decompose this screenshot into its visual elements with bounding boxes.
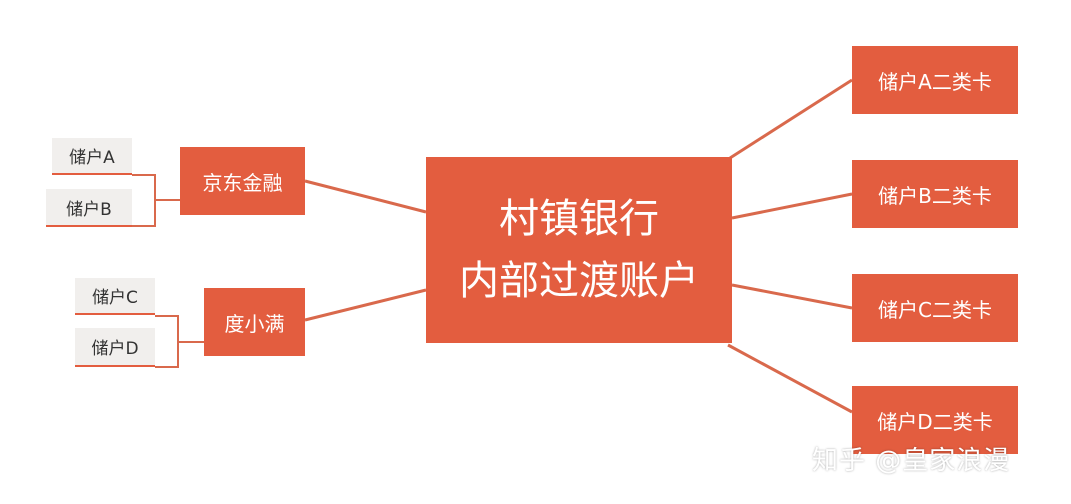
connector-right-b	[731, 192, 853, 220]
leaf-customer-a: 储户A	[52, 138, 132, 175]
connector-left-jd	[304, 179, 427, 214]
leaf-customer-b: 储户B	[46, 189, 132, 227]
connector-right-c	[731, 283, 853, 310]
watermark: 知乎 @皇家浪漫	[812, 446, 1011, 476]
node-card-b: 储户B二类卡	[852, 160, 1018, 228]
center-title-line1: 村镇银行	[499, 196, 659, 242]
center-node: 村镇银行 内部过渡账户	[426, 157, 732, 343]
leaf-customer-c: 储户C	[75, 278, 155, 315]
leaf-customer-d: 储户D	[75, 328, 155, 367]
node-card-d: 储户D二类卡	[852, 386, 1018, 454]
connector-right-d	[727, 343, 853, 414]
node-duxiaoman: 度小满	[204, 288, 305, 356]
center-title-line2: 内部过渡账户	[459, 258, 699, 304]
connector-right-a	[729, 78, 853, 160]
bracket-dxm	[155, 315, 204, 368]
node-card-a: 储户A二类卡	[852, 46, 1018, 114]
connector-left-dxm	[304, 288, 427, 322]
node-card-c: 储户C二类卡	[852, 274, 1018, 342]
node-jd-finance: 京东金融	[180, 147, 305, 215]
bracket-jd	[132, 174, 180, 227]
